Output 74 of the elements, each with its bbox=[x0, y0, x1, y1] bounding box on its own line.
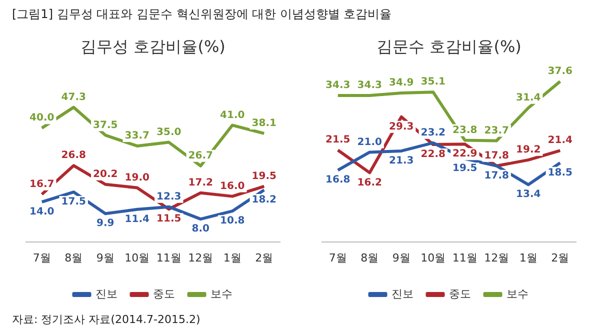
text: 자료: 정기조사 자료(2014.7-2015.2) bbox=[12, 312, 200, 327]
data-label: 17.5 bbox=[61, 196, 86, 208]
x-tick-label: 12월 bbox=[484, 251, 510, 264]
data-label: 16.8 bbox=[326, 174, 350, 186]
data-label: 41.0 bbox=[220, 110, 245, 121]
text: [그림1] 김무성 대표와 김문수 혁신위원장에 대한 이념성향별 호감비율 bbox=[12, 6, 392, 23]
data-label: 16.2 bbox=[357, 177, 382, 188]
data-label: 29.3 bbox=[389, 121, 414, 132]
data-label: 17.8 bbox=[484, 150, 509, 162]
data-label: 20.2 bbox=[93, 168, 118, 180]
data-label: 9.9 bbox=[96, 218, 114, 230]
data-label: 37.6 bbox=[548, 66, 572, 78]
data-label: 18.5 bbox=[548, 167, 572, 178]
chart-title: 김무성 호감비율(%) bbox=[80, 36, 226, 56]
x-tick-label: 8월 bbox=[64, 251, 83, 264]
data-label: 31.4 bbox=[516, 92, 541, 104]
data-label: 19.2 bbox=[516, 144, 541, 156]
data-label: 21.4 bbox=[548, 135, 572, 146]
data-label: 21.3 bbox=[389, 156, 414, 167]
data-label: 22.9 bbox=[452, 148, 478, 160]
x-tick-label: 7월 bbox=[328, 251, 347, 264]
data-label: 35.1 bbox=[420, 76, 446, 88]
x-tick-label: 12월 bbox=[188, 251, 214, 264]
data-label: 14.0 bbox=[30, 206, 54, 218]
x-tick-label: 11월 bbox=[452, 251, 478, 264]
data-label: 34.3 bbox=[357, 80, 382, 92]
legend-label: 중도 bbox=[152, 287, 175, 300]
data-label: 17.8 bbox=[484, 170, 509, 182]
data-label: 37.5 bbox=[93, 120, 118, 131]
data-label: 26.8 bbox=[61, 150, 86, 162]
data-label: 40.0 bbox=[30, 112, 54, 124]
legend-label: 보수 bbox=[506, 287, 528, 300]
data-label: 47.3 bbox=[61, 92, 86, 103]
x-tick-label: 10월 bbox=[124, 251, 150, 264]
x-tick-label: 9월 bbox=[96, 251, 114, 264]
data-label: 16.7 bbox=[30, 178, 54, 190]
data-label: 18.2 bbox=[252, 194, 276, 206]
data-label: 26.7 bbox=[188, 150, 213, 162]
data-label: 35.0 bbox=[156, 126, 182, 138]
data-label: 23.8 bbox=[452, 124, 478, 136]
data-label: 10.8 bbox=[220, 216, 245, 227]
data-label: 19.5 bbox=[452, 163, 478, 174]
data-label: 21.5 bbox=[326, 134, 350, 146]
data-label: 33.7 bbox=[124, 130, 150, 142]
legend-label: 보수 bbox=[210, 287, 232, 300]
data-label: 19.0 bbox=[124, 172, 150, 184]
x-tick-label: 7월 bbox=[32, 251, 51, 264]
data-label: 13.4 bbox=[516, 189, 541, 200]
data-label: 38.1 bbox=[252, 118, 276, 130]
data-label: 19.5 bbox=[252, 170, 276, 182]
x-tick-label: 9월 bbox=[392, 251, 410, 264]
data-label: 34.3 bbox=[326, 80, 350, 92]
x-tick-label: 11월 bbox=[156, 251, 182, 264]
data-label: 17.2 bbox=[188, 177, 213, 188]
x-tick-label: 8월 bbox=[360, 251, 379, 264]
data-label: 11.4 bbox=[124, 214, 150, 225]
data-label: 16.0 bbox=[220, 180, 245, 192]
legend-label: 중도 bbox=[448, 287, 471, 300]
x-tick-label: 2월 bbox=[551, 251, 570, 264]
x-tick-label: 10월 bbox=[420, 251, 446, 264]
x-tick-label: 2월 bbox=[255, 251, 274, 264]
data-label: 34.9 bbox=[389, 78, 414, 89]
chart-title: 김문수 호감비율(%) bbox=[376, 36, 522, 56]
x-tick-label: 1월 bbox=[223, 251, 242, 264]
legend-label: 진보 bbox=[95, 287, 118, 300]
data-label: 8.0 bbox=[192, 224, 210, 235]
data-label: 11.5 bbox=[156, 214, 182, 225]
data-label: 21.0 bbox=[357, 136, 382, 148]
x-tick-label: 1월 bbox=[519, 251, 538, 264]
data-label: 23.7 bbox=[484, 125, 509, 136]
data-label: 23.2 bbox=[420, 127, 446, 138]
legend-label: 진보 bbox=[391, 287, 414, 300]
data-label: 22.8 bbox=[420, 149, 446, 160]
data-label: 12.3 bbox=[156, 191, 182, 202]
